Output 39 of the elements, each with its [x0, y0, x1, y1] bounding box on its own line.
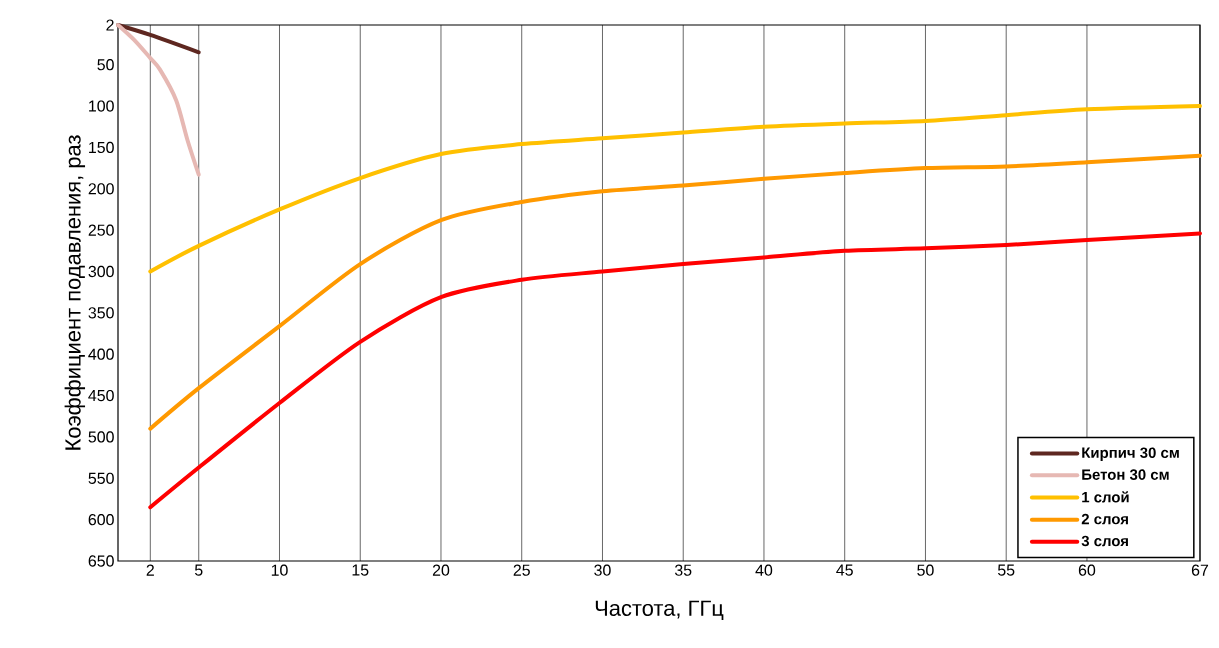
y-axis-title: Коэффициент подавления, раз — [64, 135, 86, 450]
y-tick-label: 100 — [89, 100, 114, 112]
x-tick-label: 45 — [836, 564, 853, 576]
line-series — [148, 104, 1202, 274]
y-tick-label: 300 — [88, 265, 114, 278]
y-tick-label: 50 — [97, 59, 114, 71]
x-tick-label: 55 — [997, 564, 1015, 576]
y-tick-label: 400 — [88, 348, 114, 360]
y-tick-label: 550 — [88, 472, 114, 484]
line-series — [116, 23, 201, 177]
y-tick-label: 200 — [88, 183, 114, 195]
legend-label: Бетон 30 см — [1082, 469, 1169, 480]
y-tick-label: 250 — [88, 224, 114, 236]
x-tick-label: 2 — [146, 564, 154, 576]
x-tick-label: 15 — [352, 564, 369, 576]
x-tick-label: 30 — [594, 564, 611, 576]
x-tick-label: 10 — [271, 564, 288, 576]
y-tick-label: 150 — [89, 141, 114, 154]
legend-label: 2 слоя — [1081, 513, 1128, 525]
x-tick-label: 35 — [674, 564, 692, 576]
legend-label: 1 слой — [1082, 491, 1129, 503]
legend-label: 3 слоя — [1081, 535, 1128, 547]
y-tick-label: 450 — [88, 389, 114, 402]
y-tick-label: 500 — [88, 431, 114, 443]
x-tick-label: 5 — [194, 564, 203, 576]
x-axis-title: Частота, ГГц — [595, 600, 724, 621]
x-tick-label: 50 — [917, 564, 934, 576]
line-series — [148, 231, 1202, 510]
y-tick-label: 650 — [88, 555, 114, 567]
x-tick-label: 25 — [513, 564, 530, 576]
y-tick-label: 2 — [106, 19, 114, 31]
line-series — [148, 153, 1202, 431]
x-tick-label: 20 — [432, 564, 450, 576]
legend-label: Кирпич 30 см — [1082, 447, 1179, 461]
y-tick-label: 600 — [88, 514, 114, 526]
y-tick-label: 350 — [88, 307, 114, 319]
x-tick-label: 60 — [1078, 564, 1096, 576]
x-tick-label: 40 — [755, 564, 773, 576]
x-tick-label: 67 — [1191, 564, 1209, 576]
